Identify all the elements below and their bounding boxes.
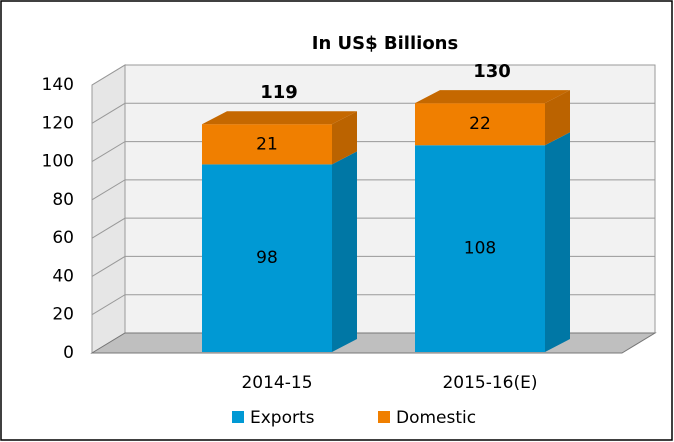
legend-swatch: [378, 411, 390, 423]
legend-swatch: [232, 411, 244, 423]
legend-label: Exports: [250, 408, 315, 428]
side-wall: [91, 64, 126, 354]
grid-line: [91, 64, 655, 86]
y-tick-label: 140: [42, 75, 74, 95]
bar-top: [202, 111, 357, 125]
total-label: 119: [260, 82, 298, 103]
floor: [90, 332, 657, 354]
bar-side: [545, 90, 570, 146]
legend-label: Domestic: [396, 408, 476, 428]
bar-side: [545, 132, 570, 352]
bar-side: [332, 151, 357, 352]
bar-segment: [415, 103, 545, 146]
data-label: 21: [256, 134, 278, 154]
bar-top: [415, 90, 570, 104]
total-label: 130: [473, 61, 511, 82]
data-label: 108: [464, 239, 496, 259]
y-tick-label: 80: [52, 190, 74, 210]
bar-side: [332, 111, 357, 165]
y-tick-label: 0: [63, 343, 74, 363]
y-tick-label: 100: [42, 152, 74, 172]
y-tick-label: 40: [52, 266, 74, 286]
data-label: 22: [469, 114, 491, 134]
x-tick-label: 2015-16(E): [442, 373, 537, 393]
bar-segment: [202, 164, 332, 352]
bar-segment: [202, 124, 332, 165]
chart-title: In US$ Billions: [312, 33, 458, 54]
y-tick-label: 60: [52, 228, 74, 248]
y-tick-label: 20: [52, 305, 74, 325]
y-tick-label: 120: [42, 113, 74, 133]
x-tick-label: 2014-15: [241, 373, 312, 393]
data-label: 98: [256, 248, 278, 268]
bar-segment: [415, 145, 545, 352]
